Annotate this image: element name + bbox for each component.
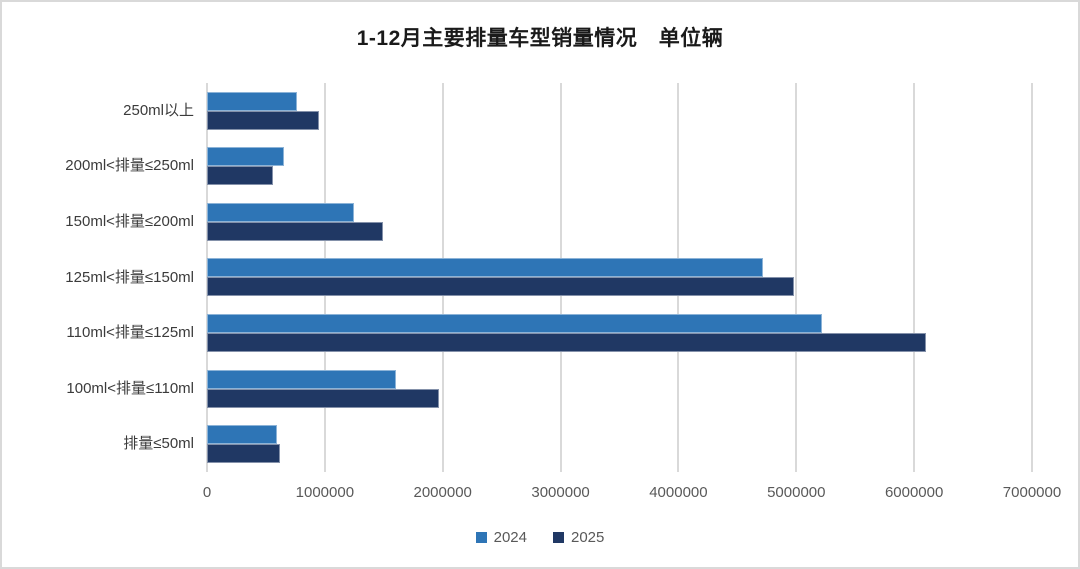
y-axis-labels: 250ml以上 200ml<排量≤250ml 150ml<排量≤200ml 125ml…	[2, 83, 194, 472]
bar-group	[207, 194, 1032, 250]
bar-2025	[207, 444, 281, 464]
bar-group	[207, 83, 1032, 139]
category-label: 100ml<排量≤110ml	[66, 379, 194, 397]
bar-2024	[207, 425, 277, 445]
legend-swatch-icon	[553, 532, 564, 543]
x-tick-label: 3000000	[531, 484, 590, 501]
bar-2024	[207, 147, 284, 167]
plot-area	[206, 83, 1033, 472]
x-tick-label: 0	[202, 484, 212, 501]
category-label: 150ml<排量≤200ml	[65, 212, 194, 230]
bar-2024	[207, 314, 823, 334]
legend-item-2024: 2024	[475, 529, 527, 546]
category-label: 110ml<排量≤125ml	[66, 324, 194, 342]
bar-2025	[207, 333, 926, 353]
x-axis-labels: 0 1000000 2000000 3000000 4000000 5000000 6000…	[203, 484, 1061, 504]
bar-2025	[207, 166, 273, 186]
bar-2025	[207, 110, 319, 130]
chart-title: 1-12月主要排量车型销量情况 单位辆	[356, 27, 724, 50]
x-tick-label: 4000000	[649, 484, 708, 501]
legend-item-2025: 2025	[553, 529, 604, 546]
x-tick-label: 6000000	[884, 484, 944, 501]
x-tick-label: 2000000	[413, 484, 472, 501]
bar-2025	[207, 221, 383, 241]
bar-2024	[207, 202, 355, 222]
legend-swatch-icon	[475, 532, 487, 543]
bar-2025	[207, 388, 440, 408]
legend: 2024 2025	[2, 529, 1078, 546]
bar-2024	[207, 258, 764, 278]
category-label: 125ml<排量≤150ml	[65, 268, 194, 286]
x-tick-label: 7000000	[1002, 484, 1062, 501]
category-label: 200ml<排量≤250ml	[65, 157, 194, 175]
bar-group	[207, 361, 1032, 417]
gridline	[1031, 83, 1033, 472]
gridline	[913, 83, 916, 472]
x-tick-label: 5000000	[767, 484, 826, 501]
bar-2024	[207, 91, 297, 111]
x-tick-label: 1000000	[295, 484, 355, 501]
bar-group	[207, 416, 1032, 472]
gridline	[795, 83, 798, 472]
bar-group	[207, 139, 1032, 195]
category-label: 排量≤50ml	[123, 435, 194, 453]
category-label: 250ml以上	[123, 101, 194, 119]
bar-2025	[207, 277, 794, 297]
legend-label: 2025	[571, 529, 605, 546]
bar-2024	[207, 369, 396, 389]
bar-group	[207, 305, 1032, 361]
legend-label: 2024	[493, 529, 527, 546]
bar-group	[207, 250, 1032, 306]
